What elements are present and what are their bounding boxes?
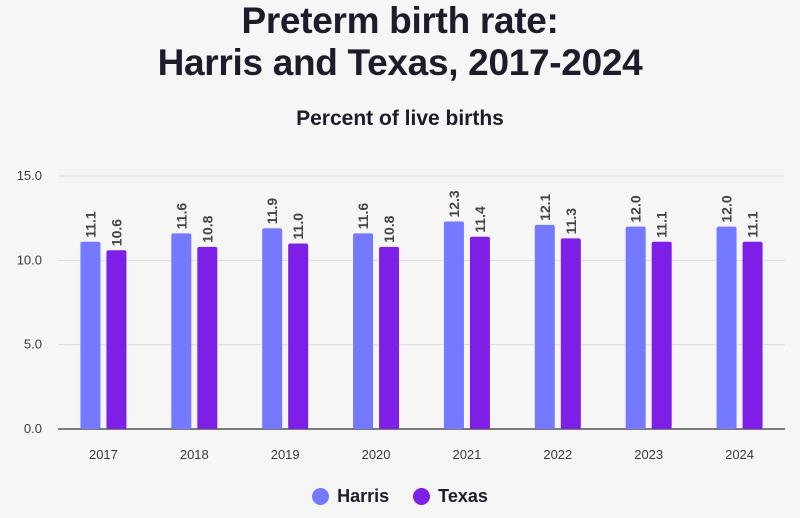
bar-texas-2021 [469, 236, 490, 429]
x-tick-label: 2021 [452, 447, 481, 462]
bar-texas-2020 [379, 246, 400, 429]
y-tick-label: 5.0 [24, 337, 42, 352]
x-tick-label: 2024 [725, 447, 754, 462]
legend-label-texas: Texas [438, 486, 488, 506]
data-label-texas-2022: 11.3 [563, 208, 579, 235]
legend-item-harris[interactable]: Harris [312, 486, 389, 507]
x-tick-label: 2017 [89, 447, 118, 462]
legend-swatch-harris [312, 488, 330, 505]
chart-title-line-1: Preterm birth rate: [241, 0, 559, 41]
bar-harris-2017 [80, 241, 101, 429]
data-label-harris-2021: 12.3 [446, 190, 462, 217]
bar-harris-2021 [443, 221, 464, 429]
bar-harris-2022 [534, 224, 555, 429]
x-tick-label: 2018 [180, 447, 209, 462]
chart-title: Preterm birth rate: Harris and Texas, 20… [0, 0, 800, 84]
data-label-harris-2022: 12.1 [537, 193, 553, 220]
bar-harris-2023 [625, 226, 646, 429]
bar-texas-2018 [197, 246, 218, 429]
data-label-texas-2017: 10.6 [108, 219, 124, 246]
chart-subtitle: Percent of live births [296, 107, 504, 130]
chart-title-line-2: Harris and Texas, 2017-2024 [157, 42, 643, 83]
bar-harris-2024 [716, 226, 737, 429]
x-tick-label: 2020 [362, 447, 391, 462]
bar-harris-2019 [262, 228, 283, 429]
data-label-texas-2019: 11.0 [290, 213, 306, 240]
y-tick-label: 15.0 [17, 168, 42, 183]
y-tick-label: 0.0 [24, 421, 42, 436]
data-label-harris-2017: 11.1 [82, 211, 98, 238]
bar-texas-2022 [560, 238, 581, 429]
data-label-texas-2024: 11.1 [745, 211, 761, 238]
legend-swatch-texas [413, 488, 431, 505]
bar-chart: 0.0 5.0 10.0 15.0 11.1 10.6 2017 11.6 10.8 2018 11… [17, 168, 785, 462]
data-label-harris-2023: 12.0 [628, 195, 644, 222]
data-label-texas-2021: 11.4 [472, 206, 488, 233]
x-tick-label: 2019 [271, 447, 300, 462]
data-label-harris-2019: 11.9 [264, 198, 280, 225]
data-label-texas-2018: 10.8 [199, 215, 215, 242]
bar-harris-2020 [353, 233, 374, 429]
bar-texas-2024 [742, 241, 763, 429]
bar-texas-2019 [288, 243, 309, 429]
bar-texas-2017 [106, 250, 127, 429]
data-label-texas-2020: 10.8 [381, 215, 397, 242]
y-tick-label: 10.0 [17, 252, 42, 267]
legend: Harris Texas [0, 486, 800, 507]
legend-label-harris: Harris [337, 486, 390, 506]
data-label-harris-2018: 11.6 [173, 203, 189, 230]
data-label-harris-2024: 12.0 [719, 195, 735, 222]
bar-texas-2023 [651, 241, 672, 429]
data-label-texas-2023: 11.1 [654, 211, 670, 238]
bar-harris-2018 [171, 233, 192, 429]
x-tick-label: 2023 [634, 447, 663, 462]
x-tick-label: 2022 [543, 447, 572, 462]
legend-item-texas[interactable]: Texas [413, 486, 488, 507]
data-label-harris-2020: 11.6 [355, 203, 371, 230]
